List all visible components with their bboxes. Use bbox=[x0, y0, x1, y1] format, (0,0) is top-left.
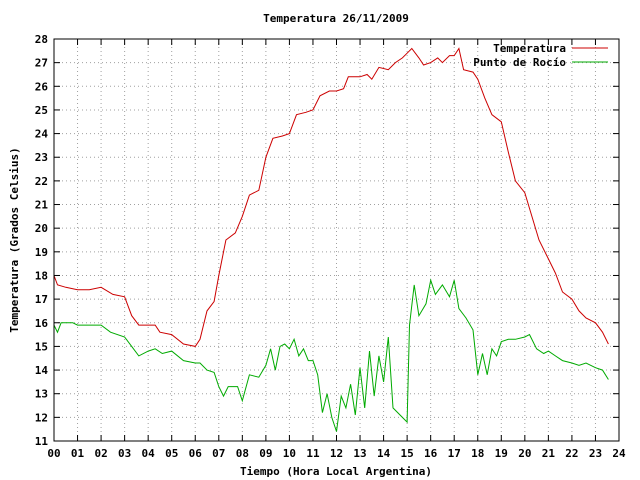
tick-labels: 00 01 02 03 04 05 06 07 08 09 10 11 12 13 14 15 16 17 18 19… bbox=[35, 33, 626, 460]
x-tick-label: 05 bbox=[165, 447, 178, 460]
x-tick-label: 11 bbox=[306, 447, 320, 460]
y-tick-label: 24 bbox=[35, 128, 49, 141]
x-axis-label: Tiempo (Hora Local Argentina) bbox=[240, 465, 432, 478]
x-tick-label: 20 bbox=[518, 447, 531, 460]
x-tick-label: 12 bbox=[330, 447, 343, 460]
x-tick-label: 23 bbox=[589, 447, 602, 460]
series-lines bbox=[53, 47, 609, 432]
chart-title: Temperatura 26/11/2009 bbox=[263, 12, 409, 25]
y-tick-label: 18 bbox=[35, 269, 48, 282]
x-tick-label: 03 bbox=[118, 447, 131, 460]
y-tick-label: 22 bbox=[35, 175, 48, 188]
y-tick-label: 11 bbox=[35, 435, 49, 448]
x-tick-label: 17 bbox=[448, 447, 461, 460]
y-axis-label: Temperatura (Grados Celsius) bbox=[8, 147, 21, 332]
x-tick-label: 08 bbox=[236, 447, 249, 460]
series-line-punto-de-rocio bbox=[53, 278, 609, 432]
y-tick-label: 28 bbox=[35, 33, 48, 46]
x-tick-label: 13 bbox=[353, 447, 366, 460]
y-tick-label: 16 bbox=[35, 317, 49, 330]
y-tick-label: 25 bbox=[35, 104, 48, 117]
y-tick-label: 20 bbox=[35, 222, 48, 235]
y-tick-label: 15 bbox=[35, 340, 48, 353]
legend-label-temperatura: Temperatura bbox=[493, 42, 566, 55]
grid bbox=[54, 39, 619, 441]
x-tick-label: 18 bbox=[471, 447, 484, 460]
y-tick-label: 21 bbox=[35, 199, 49, 212]
y-tick-label: 27 bbox=[35, 57, 48, 70]
y-tick-label: 17 bbox=[35, 293, 48, 306]
x-tick-label: 19 bbox=[495, 447, 508, 460]
y-tick-label: 26 bbox=[35, 80, 49, 93]
y-tick-label: 13 bbox=[35, 388, 48, 401]
x-tick-label: 22 bbox=[565, 447, 578, 460]
x-tick-label: 04 bbox=[142, 447, 156, 460]
y-tick-label: 12 bbox=[35, 411, 48, 424]
x-tick-label: 02 bbox=[94, 447, 107, 460]
x-tick-label: 21 bbox=[542, 447, 556, 460]
x-tick-label: 06 bbox=[189, 447, 203, 460]
x-tick-label: 24 bbox=[612, 447, 626, 460]
legend-label-punto-de-rocio: Punto de Rocío bbox=[473, 56, 566, 69]
x-tick-label: 00 bbox=[47, 447, 60, 460]
series-line-temperatura bbox=[53, 47, 609, 347]
x-tick-label: 15 bbox=[401, 447, 414, 460]
y-tick-label: 19 bbox=[35, 246, 48, 259]
x-tick-label: 09 bbox=[259, 447, 272, 460]
x-tick-label: 16 bbox=[424, 447, 438, 460]
y-tick-label: 14 bbox=[35, 364, 49, 377]
axis-ticks bbox=[53, 38, 620, 442]
x-tick-label: 01 bbox=[71, 447, 85, 460]
y-tick-label: 23 bbox=[35, 151, 48, 164]
x-tick-label: 14 bbox=[377, 447, 391, 460]
x-tick-label: 07 bbox=[212, 447, 225, 460]
x-tick-label: 10 bbox=[283, 447, 296, 460]
